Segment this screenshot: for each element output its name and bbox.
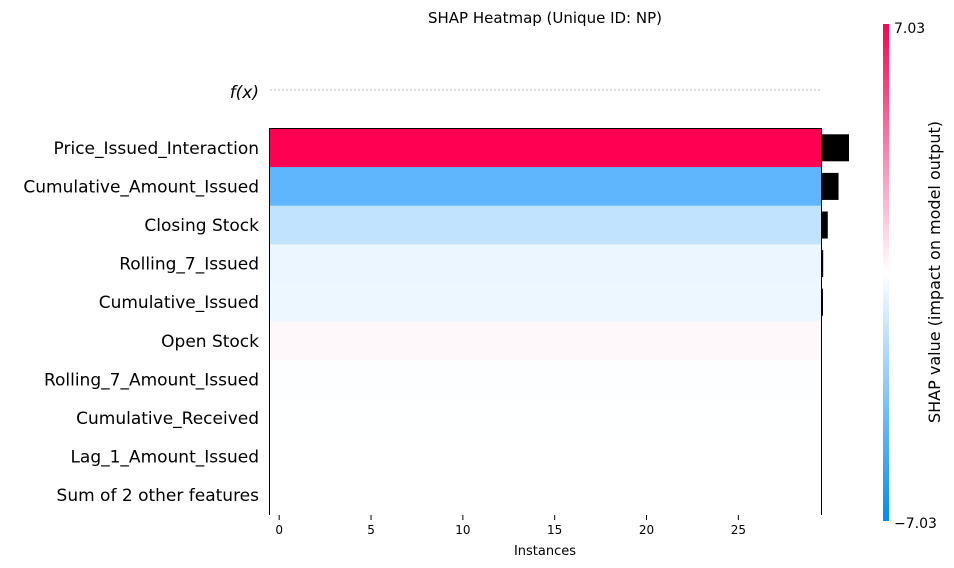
x-tick-label: 15 <box>547 523 562 537</box>
feature-label: Lag_1_Amount_Issued <box>70 448 259 468</box>
colorbar <box>883 24 889 521</box>
feature-label: Rolling_7_Issued <box>119 255 259 275</box>
x-axis-ticks: 0 5 10 15 20 25 <box>275 515 746 537</box>
feature-label: Cumulative_Amount_Issued <box>23 177 259 197</box>
importance-bar <box>821 172 839 200</box>
heatmap-row <box>270 128 821 168</box>
feature-label: Cumulative_Issued <box>99 293 259 313</box>
heatmap-rows <box>270 128 821 515</box>
feature-label: Closing Stock <box>144 216 259 236</box>
importance-bar <box>821 134 849 162</box>
x-tick-label: 20 <box>639 523 654 537</box>
x-tick-label: 0 <box>275 523 283 537</box>
feature-label: Rolling_7_Amount_Issued <box>44 370 259 390</box>
x-tick-label: 10 <box>455 523 470 537</box>
x-axis-label: Instances <box>514 544 576 559</box>
colorbar-label: SHAP value (impact on model output) <box>925 121 944 423</box>
heatmap-row <box>270 167 821 207</box>
feature-label: Open Stock <box>161 332 259 352</box>
heatmap-row <box>270 244 821 284</box>
importance-bar <box>821 211 828 239</box>
feature-label: Sum of 2 other features <box>57 486 260 506</box>
x-tick-label: 25 <box>731 523 746 537</box>
colorbar-min-label: −7.03 <box>894 516 937 532</box>
heatmap-row <box>270 360 821 400</box>
heatmap-row <box>270 282 821 322</box>
heatmap-row <box>270 475 821 515</box>
feature-label: Price_Issued_Interaction <box>54 139 259 159</box>
heatmap-row <box>270 321 821 361</box>
heatmap-row <box>270 205 821 245</box>
heatmap-row <box>270 398 821 438</box>
heatmap-row <box>270 437 821 477</box>
colorbar-max-label: 7.03 <box>894 21 925 37</box>
feature-labels: Price_Issued_Interaction Cumulative_Amoun… <box>23 139 259 506</box>
chart-title: SHAP Heatmap (Unique ID: NP) <box>428 9 662 27</box>
importance-bars <box>821 134 849 432</box>
importance-bar <box>821 250 824 278</box>
feature-label: Cumulative_Received <box>76 409 259 429</box>
fx-label: f(x) <box>230 83 259 103</box>
x-tick-label: 5 <box>367 523 375 537</box>
